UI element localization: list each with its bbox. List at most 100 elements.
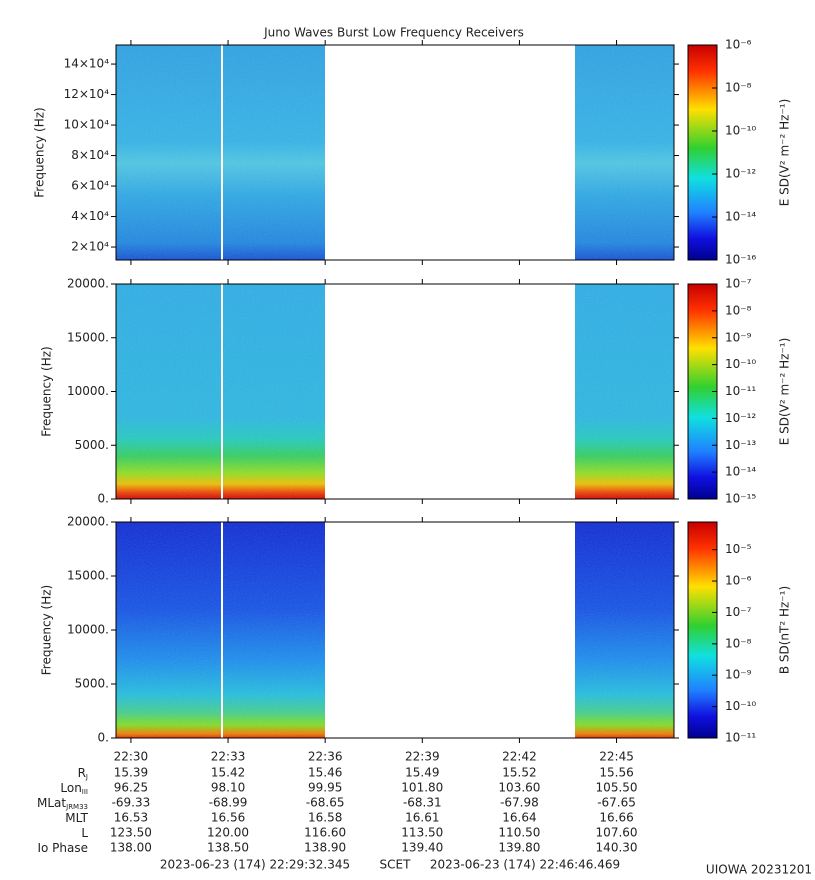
y-tick-label: 2×10⁴	[71, 240, 109, 254]
ephemeris-value: 15.39	[114, 766, 148, 780]
plot-frame	[115, 44, 675, 261]
colorbar-tick-label: 10⁻¹⁴	[725, 210, 756, 224]
ephemeris-value: -68.31	[403, 796, 442, 810]
y-tick-label: 20000.	[67, 515, 109, 529]
ephemeris-value: -67.98	[500, 796, 539, 810]
ephemeris-name: MLT	[65, 811, 88, 825]
colorbar-tick-label: 10⁻⁷	[725, 277, 752, 291]
y-tick-label: 10×10⁴	[64, 118, 110, 132]
ephemeris-value: 110.50	[498, 826, 540, 840]
colorbar-tick-label: 10⁻¹²	[725, 167, 756, 181]
ephemeris-value: 103.60	[498, 781, 540, 795]
data-gap	[221, 522, 223, 738]
ephemeris-name: Lon	[60, 781, 81, 795]
ephemeris-label: LonIII	[60, 781, 88, 797]
y-tick-label: 15000.	[67, 569, 109, 583]
colorbar	[688, 522, 717, 738]
ephemeris-name: R	[78, 766, 86, 780]
spectrogram-texture	[116, 45, 325, 260]
colorbar-label: B SD(nT² Hz⁻¹)	[778, 586, 792, 674]
colorbar-tick-label: 10⁻¹⁰	[725, 357, 756, 371]
ephemeris-name: Io Phase	[37, 841, 88, 855]
colorbar-tick-label: 10⁻¹⁶	[725, 253, 756, 267]
y-axis-label: Frequency (Hz)	[40, 346, 54, 437]
x-tick-label: 22:30	[114, 750, 149, 764]
y-tick-label: 14×10⁴	[64, 57, 110, 71]
colorbar-frame	[687, 521, 718, 739]
ephemeris-value: 138.50	[207, 841, 249, 855]
y-tick-label: 20000.	[67, 277, 109, 291]
ephemeris-value: 138.90	[304, 841, 346, 855]
y-tick-label: 10000.	[67, 623, 109, 637]
colorbar-tick-label: 10⁻⁸	[725, 303, 752, 317]
colorbar-label: E SD(V² m⁻² Hz⁻¹)	[778, 99, 792, 207]
spectrogram-texture	[575, 522, 674, 738]
colorbar-tick-label: 10⁻¹⁵	[725, 492, 756, 506]
ephemeris-value: 16.66	[599, 811, 633, 825]
x-tick-label: 22:33	[211, 750, 246, 764]
y-tick-label: 8×10⁴	[71, 148, 109, 162]
colorbar-tick-label: 10⁻¹³	[725, 438, 756, 452]
ephemeris-value: 139.40	[401, 841, 443, 855]
x-tick-label: 22:42	[502, 750, 537, 764]
colorbar-tick-label: 10⁻⁹	[725, 668, 752, 682]
y-axis-label: Frequency (Hz)	[33, 107, 47, 198]
credit: UIOWA 20231201	[706, 863, 812, 877]
ephemeris-value: 120.00	[207, 826, 249, 840]
ephemeris-value: 16.58	[308, 811, 342, 825]
ephemeris-value: 140.30	[596, 841, 638, 855]
x-tick-label: 22:45	[599, 750, 634, 764]
y-tick-label: 5000.	[75, 438, 109, 452]
ephemeris-value: 107.60	[596, 826, 638, 840]
colorbar-tick-label: 10⁻¹¹	[725, 731, 756, 745]
y-tick-label: 5000.	[75, 677, 109, 691]
ephemeris-value: -68.99	[209, 796, 248, 810]
spectrogram-texture	[575, 284, 674, 499]
footer-frame: SCET	[380, 858, 412, 872]
ephemeris-label: RJ	[78, 766, 88, 782]
y-tick-label: 0.	[98, 731, 109, 745]
x-tick-label: 22:39	[405, 750, 440, 764]
ephemeris-value: 16.61	[405, 811, 439, 825]
ephemeris-value: 15.52	[502, 766, 536, 780]
colorbar-tick-label: 10⁻¹⁴	[725, 465, 756, 479]
data-gap	[221, 45, 223, 260]
ephemeris-value: 15.56	[599, 766, 633, 780]
ephemeris-subscript: J	[85, 773, 88, 781]
ephemeris-value: 138.00	[110, 841, 152, 855]
ephemeris-subscript: III	[82, 788, 88, 796]
y-tick-label: 0.	[98, 492, 109, 506]
y-tick-label: 15000.	[67, 330, 109, 344]
ephemeris-value: 101.80	[401, 781, 443, 795]
footer-start: 2023-06-23 (174) 22:29:32.345	[160, 858, 350, 872]
ephemeris-value: -67.65	[597, 796, 636, 810]
colorbar-frame	[687, 44, 718, 261]
ephemeris-label: MLT	[65, 811, 88, 825]
data-gap	[221, 284, 223, 499]
x-tick-label: 22:36	[308, 750, 343, 764]
ephemeris-label: L	[81, 826, 88, 840]
ephemeris-value: 15.42	[211, 766, 245, 780]
spectrogram-texture	[116, 522, 325, 738]
ephemeris-value: 16.53	[114, 811, 148, 825]
y-tick-label: 6×10⁴	[71, 179, 109, 193]
ephemeris-value: 15.46	[308, 766, 342, 780]
ephemeris-value: -69.33	[112, 796, 151, 810]
colorbar-tick-label: 10⁻¹²	[725, 411, 756, 425]
ephemeris-label: Io Phase	[37, 841, 88, 855]
colorbar-tick-label: 10⁻¹⁰	[725, 699, 756, 713]
colorbar-tick-label: 10⁻⁵	[725, 542, 752, 556]
ephemeris-value: 123.50	[110, 826, 152, 840]
colorbar-tick-label: 10⁻⁷	[725, 605, 752, 619]
colorbar-tick-label: 10⁻⁸	[725, 81, 752, 95]
colorbar-tick-label: 10⁻⁶	[725, 574, 752, 588]
colorbar-tick-label: 10⁻⁸	[725, 636, 752, 650]
ephemeris-value: -68.65	[306, 796, 345, 810]
ephemeris-subscript: JRM33	[65, 803, 88, 811]
colorbar-label: E SD(V² m⁻² Hz⁻¹)	[778, 338, 792, 446]
ephemeris-value: 15.49	[405, 766, 439, 780]
ephemeris-name: L	[81, 826, 88, 840]
colorbar-tick-label: 10⁻⁶	[725, 38, 752, 52]
ephemeris-value: 139.80	[498, 841, 540, 855]
